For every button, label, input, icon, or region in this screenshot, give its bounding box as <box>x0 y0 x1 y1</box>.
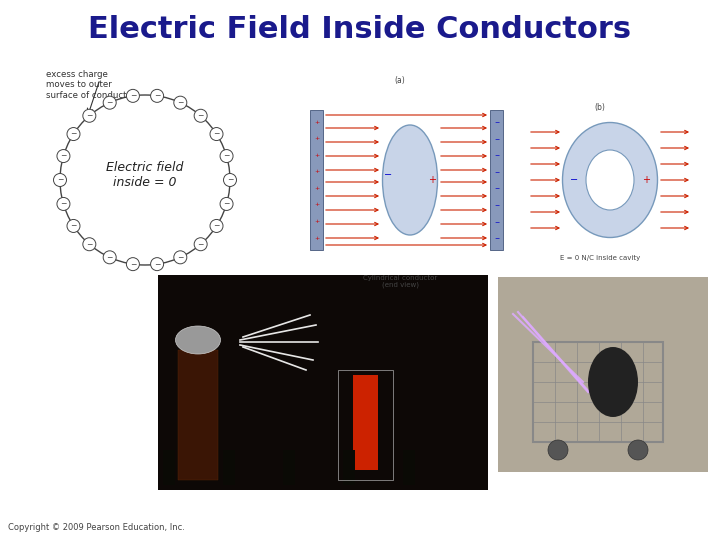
Text: −: − <box>495 153 500 158</box>
Text: −: − <box>227 176 233 185</box>
Circle shape <box>103 251 116 264</box>
Ellipse shape <box>176 326 220 354</box>
Bar <box>403 450 415 485</box>
Text: −: − <box>223 199 230 208</box>
Text: +: + <box>315 153 320 158</box>
Circle shape <box>150 258 163 271</box>
Text: −: − <box>197 240 204 249</box>
Text: −: − <box>384 170 392 180</box>
Text: −: − <box>177 98 184 107</box>
Bar <box>490 110 503 250</box>
Bar <box>533 342 663 442</box>
Circle shape <box>57 150 70 163</box>
Bar <box>310 110 323 250</box>
Text: Copyright © 2009 Pearson Education, Inc.: Copyright © 2009 Pearson Education, Inc. <box>8 523 185 532</box>
Text: −: − <box>71 221 77 231</box>
Text: −: − <box>86 111 93 120</box>
Circle shape <box>174 96 186 109</box>
Text: +: + <box>428 175 436 185</box>
Text: Cylindrical conductor
(end view): Cylindrical conductor (end view) <box>363 275 437 288</box>
Circle shape <box>127 258 140 271</box>
Text: −: − <box>130 260 136 268</box>
Text: −: − <box>495 186 500 191</box>
Text: Electric field
inside = 0: Electric field inside = 0 <box>107 161 184 189</box>
Text: E = 0 N/C inside cavity: E = 0 N/C inside cavity <box>560 255 640 261</box>
Circle shape <box>57 198 70 211</box>
Text: −: − <box>154 260 161 268</box>
Text: −: − <box>154 91 161 100</box>
Text: (a): (a) <box>395 76 405 85</box>
Circle shape <box>194 238 207 251</box>
Bar <box>353 375 378 470</box>
Text: −: − <box>213 130 220 139</box>
Bar <box>283 450 295 485</box>
Bar <box>498 277 708 472</box>
Text: −: − <box>223 152 230 160</box>
Text: −: − <box>107 253 113 262</box>
Circle shape <box>220 150 233 163</box>
Bar <box>163 450 175 485</box>
Text: −: − <box>107 98 113 107</box>
Circle shape <box>127 89 140 103</box>
Text: −: − <box>71 130 77 139</box>
Text: −: − <box>495 202 500 207</box>
Text: +: + <box>315 202 320 207</box>
Text: −: − <box>495 235 500 240</box>
Circle shape <box>210 127 223 140</box>
Text: −: − <box>57 176 63 185</box>
Text: −: − <box>60 199 67 208</box>
Ellipse shape <box>588 347 638 417</box>
Bar <box>223 450 235 485</box>
Circle shape <box>83 238 96 251</box>
Text: (b): (b) <box>595 103 606 112</box>
Text: Electric Field Inside Conductors: Electric Field Inside Conductors <box>89 16 631 44</box>
Bar <box>343 450 355 485</box>
Text: −: − <box>570 175 578 185</box>
Circle shape <box>548 440 568 460</box>
Circle shape <box>220 198 233 211</box>
Bar <box>178 350 218 480</box>
Text: +: + <box>315 186 320 191</box>
Text: +: + <box>642 175 650 185</box>
Text: −: − <box>197 111 204 120</box>
Circle shape <box>194 109 207 122</box>
Bar <box>338 370 393 480</box>
Text: +: + <box>315 235 320 240</box>
Ellipse shape <box>562 123 657 238</box>
Ellipse shape <box>586 150 634 210</box>
Circle shape <box>628 440 648 460</box>
Circle shape <box>223 173 236 186</box>
Text: +: + <box>315 169 320 174</box>
Circle shape <box>150 89 163 103</box>
Circle shape <box>53 173 66 186</box>
Text: +: + <box>315 219 320 224</box>
Text: excess charge
moves to outer
surface of conductor: excess charge moves to outer surface of … <box>46 70 135 100</box>
Text: −: − <box>495 119 500 125</box>
Text: −: − <box>130 91 136 100</box>
Text: −: − <box>495 136 500 141</box>
Circle shape <box>67 219 80 232</box>
Circle shape <box>103 96 116 109</box>
Circle shape <box>174 251 186 264</box>
Circle shape <box>83 109 96 122</box>
Circle shape <box>210 219 223 232</box>
Text: −: − <box>495 219 500 224</box>
Ellipse shape <box>382 125 438 235</box>
Text: −: − <box>86 240 93 249</box>
Text: −: − <box>60 152 67 160</box>
Text: −: − <box>177 253 184 262</box>
Text: +: + <box>315 136 320 141</box>
Text: +: + <box>315 119 320 125</box>
Text: −: − <box>495 169 500 174</box>
Text: −: − <box>213 221 220 231</box>
Bar <box>158 275 488 490</box>
Circle shape <box>67 127 80 140</box>
